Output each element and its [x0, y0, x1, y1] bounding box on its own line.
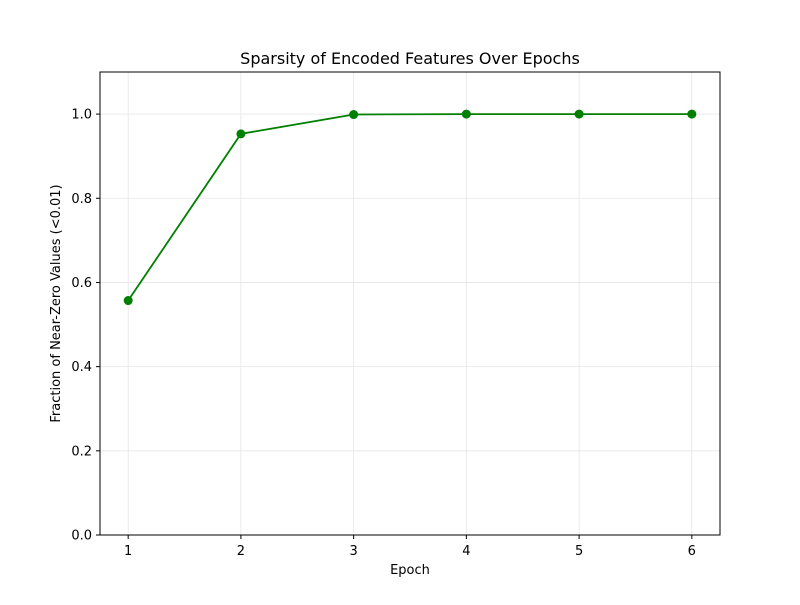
y-tick-label: 0.8: [71, 192, 92, 207]
data-point: [461, 109, 471, 119]
data-point: [687, 109, 697, 119]
x-tick-label: 3: [349, 544, 357, 559]
y-tick-label: 0.4: [71, 360, 92, 375]
x-tick-label: 4: [462, 544, 470, 559]
y-tick-label: 0.0: [71, 529, 92, 544]
y-axis-label: Fraction of Near-Zero Values (<0.01): [49, 184, 64, 422]
x-tick-label: 5: [575, 544, 583, 559]
series-layer: [123, 109, 697, 306]
y-tick-label: 1.0: [71, 108, 92, 123]
grid-layer: [100, 72, 720, 536]
x-tick-label: 6: [688, 544, 696, 559]
data-point: [349, 110, 359, 120]
tick-layer: 1 2 3 4 5 6 0.0 0.2 0.4 0.6 0.8 1.0: [71, 108, 696, 559]
data-point: [574, 109, 584, 119]
x-tick-label: 1: [124, 544, 132, 559]
y-tick-label: 0.2: [71, 444, 92, 459]
data-point: [236, 129, 246, 139]
x-axis-label: Epoch: [390, 563, 430, 578]
chart-title: Sparsity of Encoded Features Over Epochs: [240, 49, 580, 68]
y-tick-label: 0.6: [71, 276, 92, 291]
plot-frame: [99, 71, 721, 536]
series-line: [127, 113, 692, 302]
data-point: [123, 296, 133, 306]
x-tick-label: 2: [237, 544, 245, 559]
